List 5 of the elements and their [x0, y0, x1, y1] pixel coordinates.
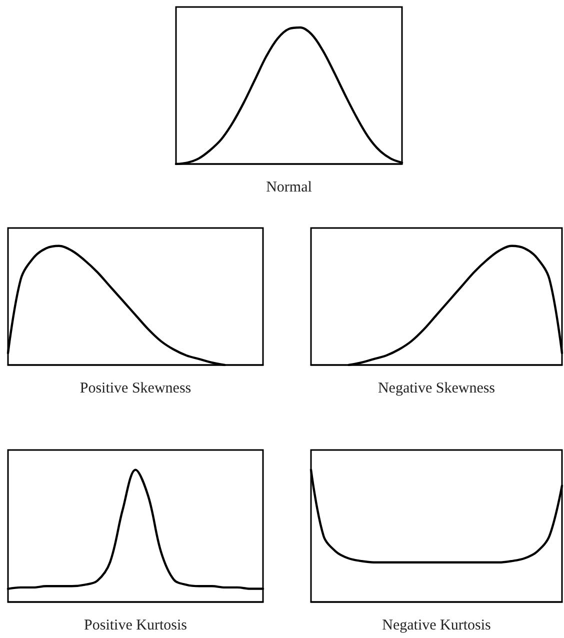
x-axis-title: Positive Kurtosis [84, 618, 188, 634]
x-axis-title: Negative Kurtosis [382, 618, 492, 634]
x-axis-title: Normal [266, 180, 312, 196]
x-axis-title: Positive Skewness [80, 380, 192, 396]
x-axis-title: Negative Skewness [378, 380, 496, 396]
